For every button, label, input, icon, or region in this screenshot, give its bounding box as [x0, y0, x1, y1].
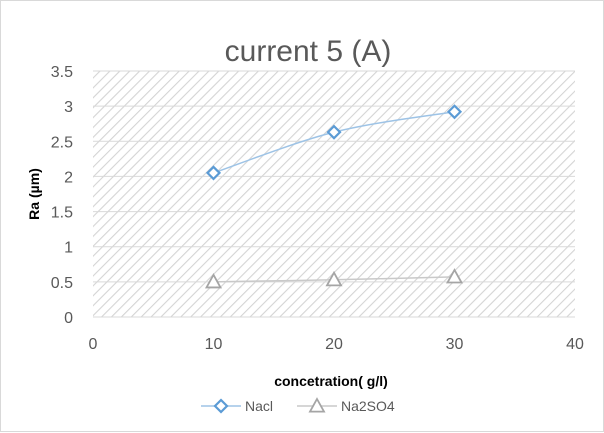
data-point — [446, 104, 463, 120]
y-axis-title: Ra (µm) — [26, 168, 42, 220]
y-tick-label: 1 — [64, 240, 73, 257]
x-tick-label: 20 — [325, 336, 343, 353]
data-point — [204, 273, 223, 289]
legend: Nacl Na2SO4 — [201, 397, 395, 414]
x-axis-tick-labels: 0 10 20 30 40 — [89, 336, 584, 353]
data-point — [325, 270, 343, 287]
y-tick-label: 2 — [64, 169, 73, 186]
series-na2so4 — [204, 268, 464, 289]
y-tick-label: 3 — [64, 99, 73, 116]
legend-marker — [308, 397, 326, 413]
legend-item: Na2SO4 — [297, 397, 395, 414]
y-tick-label: 2.5 — [51, 134, 73, 151]
legend-label: Nacl — [245, 398, 273, 414]
y-tick-label: 3.5 — [51, 64, 73, 81]
data-point — [205, 165, 222, 181]
x-tick-label: 10 — [205, 336, 223, 353]
series-nacl — [205, 104, 463, 181]
y-tick-label: 0.5 — [51, 275, 73, 292]
data-point — [445, 268, 464, 284]
legend-item: Nacl — [201, 398, 273, 414]
data-point — [326, 124, 342, 140]
y-tick-label: 0 — [64, 310, 73, 327]
chart-title: current 5 (A) — [225, 35, 392, 68]
data-series — [204, 104, 464, 289]
y-tick-label: 1.5 — [51, 205, 73, 222]
x-tick-label: 30 — [446, 336, 464, 353]
legend-label: Na2SO4 — [341, 398, 395, 414]
legend-marker — [213, 398, 229, 414]
y-axis-tick-labels: 0 0.5 1 1.5 2 2.5 3 3.5 — [51, 64, 73, 327]
x-tick-label: 0 — [89, 336, 98, 353]
x-tick-label: 40 — [566, 336, 584, 353]
x-axis-title: concetration( g/l) — [274, 373, 388, 389]
